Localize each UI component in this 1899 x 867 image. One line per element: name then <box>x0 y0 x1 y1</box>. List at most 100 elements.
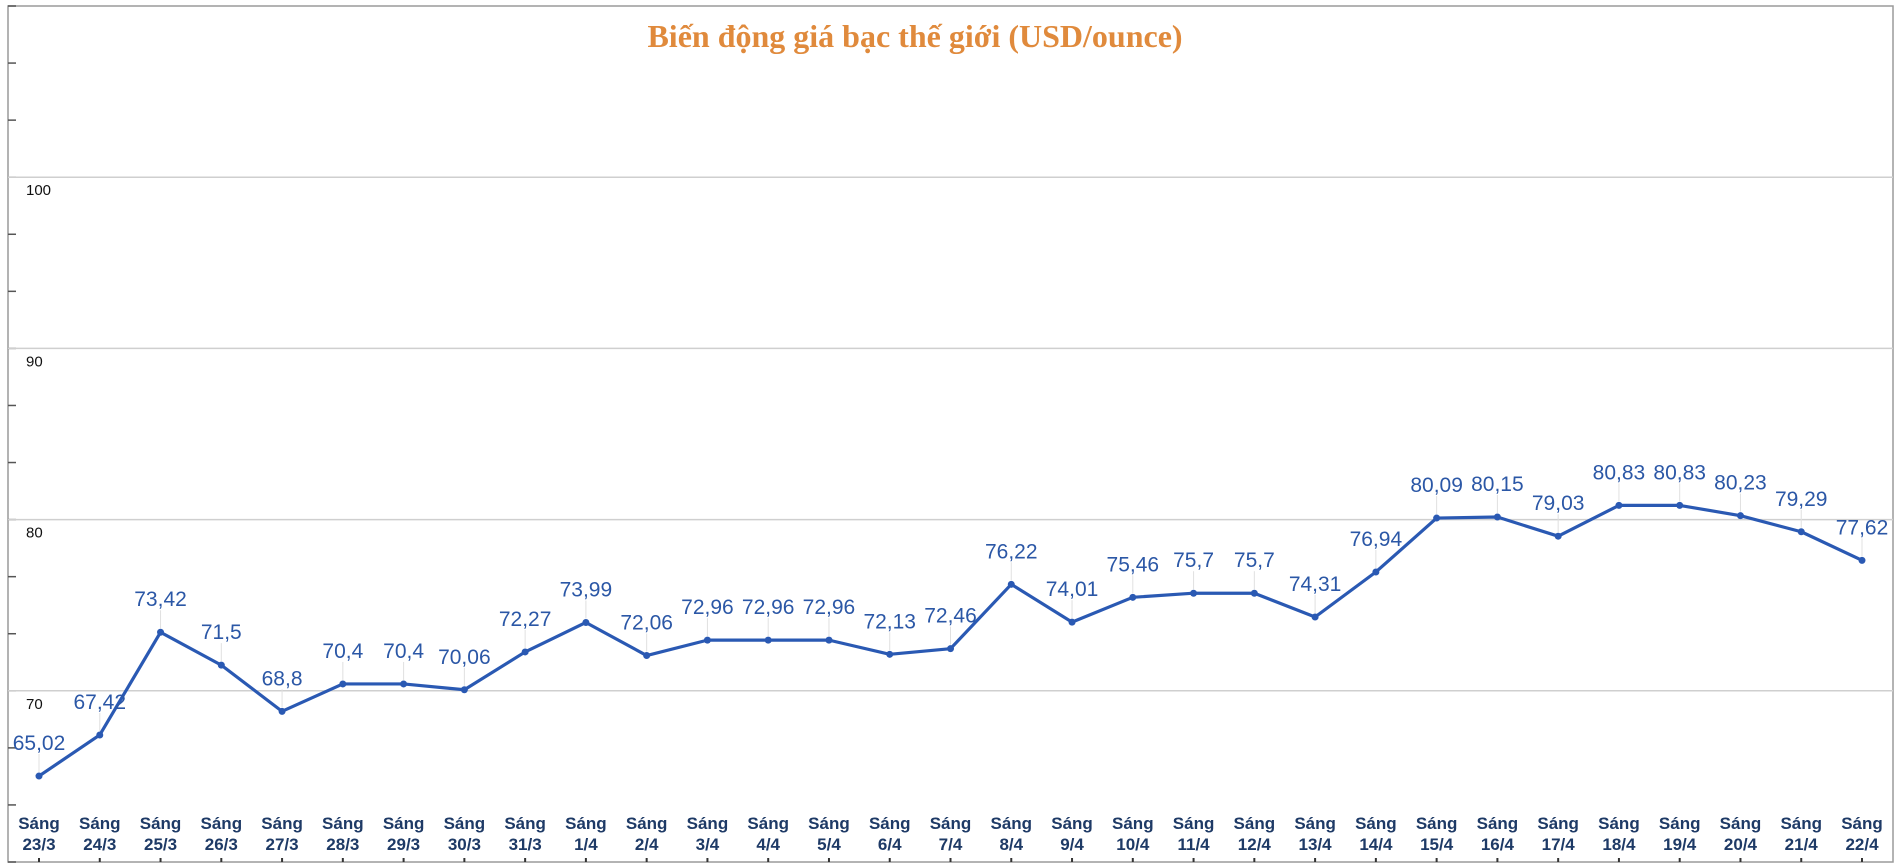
data-point <box>643 652 651 660</box>
x-tick-label-line2: 25/3 <box>144 835 177 854</box>
x-tick-label: Sáng 7/4 <box>930 814 972 854</box>
x-tick-label-line1: Sáng <box>140 814 182 833</box>
data-label: 80,09 <box>1410 474 1463 497</box>
data-point <box>1736 512 1744 520</box>
data-point <box>886 650 894 658</box>
x-tick-label-line1: Sáng <box>930 814 972 833</box>
data-point <box>1676 501 1684 509</box>
x-tick-label: Sáng 29/3 <box>383 814 425 854</box>
data-label: 71,5 <box>201 621 242 644</box>
data-label: 72,46 <box>924 605 977 628</box>
data-point <box>703 636 711 644</box>
x-tick-label-line2: 29/3 <box>387 835 420 854</box>
data-point <box>278 707 286 715</box>
x-tick-label-line1: Sáng <box>565 814 607 833</box>
data-label: 75,7 <box>1173 549 1214 572</box>
x-tick-label-line1: Sáng <box>626 814 668 833</box>
x-tick-label-line1: Sáng <box>1841 814 1883 833</box>
x-tick-label-line1: Sáng <box>261 814 303 833</box>
data-label: 75,7 <box>1234 549 1275 572</box>
x-tick-label: Sáng 11/4 <box>1173 814 1215 854</box>
data-point <box>157 628 165 636</box>
x-tick-label-line1: Sáng <box>201 814 243 833</box>
data-point <box>1250 589 1258 597</box>
data-label: 74,01 <box>1046 578 1099 601</box>
x-tick-label: Sáng 14/4 <box>1355 814 1397 854</box>
x-tick-label-line2: 24/3 <box>83 835 116 854</box>
data-point <box>96 731 104 739</box>
x-tick-label: Sáng 12/4 <box>1234 814 1276 854</box>
x-tick-label: Sáng 31/3 <box>504 814 546 854</box>
x-tick-label-line2: 12/4 <box>1238 835 1272 854</box>
data-point <box>825 636 833 644</box>
x-tick-label-line1: Sáng <box>1173 814 1215 833</box>
y-tick-label: 80 <box>26 525 43 542</box>
x-tick-label: Sáng 17/4 <box>1537 814 1579 854</box>
x-tick-label: Sáng 30/3 <box>444 814 486 854</box>
data-label: 80,83 <box>1653 461 1706 484</box>
x-tick-label: Sáng 19/4 <box>1659 814 1701 854</box>
x-tick-label: Sáng 5/4 <box>808 814 850 854</box>
x-tick-label: Sáng 15/4 <box>1416 814 1458 854</box>
x-tick-label-line2: 4/4 <box>756 835 780 854</box>
data-point <box>35 772 43 780</box>
data-point <box>460 686 468 694</box>
x-tick-label: Sáng 25/3 <box>140 814 182 854</box>
data-label: 68,8 <box>262 667 303 690</box>
x-tick-label: Sáng 27/3 <box>261 814 303 854</box>
data-label: 73,99 <box>560 578 613 601</box>
x-tick-label-line2: 5/4 <box>817 835 841 854</box>
data-label: 79,29 <box>1775 488 1828 511</box>
x-tick-label-line2: 18/4 <box>1602 835 1636 854</box>
data-label: 65,02 <box>13 732 66 755</box>
data-point <box>339 680 347 688</box>
x-tick-label-line2: 10/4 <box>1116 835 1150 854</box>
data-label: 80,23 <box>1714 472 1767 495</box>
x-tick-label: Sáng 18/4 <box>1598 814 1640 854</box>
x-tick-label-line2: 22/4 <box>1845 835 1879 854</box>
x-tick-label: Sáng 26/3 <box>201 814 243 854</box>
data-label: 70,4 <box>322 640 363 663</box>
x-tick-label-line1: Sáng <box>444 814 486 833</box>
data-point <box>1129 593 1137 601</box>
data-point <box>1433 514 1441 522</box>
x-tick-label: Sáng 8/4 <box>990 814 1032 854</box>
data-label: 72,27 <box>499 608 552 631</box>
y-tick-label: 90 <box>26 353 43 370</box>
x-tick-label: Sáng 1/4 <box>565 814 607 854</box>
x-tick-label-line2: 8/4 <box>999 835 1023 854</box>
x-tick-label-line1: Sáng <box>1780 814 1822 833</box>
data-label: 80,15 <box>1471 473 1524 496</box>
x-tick-label-line2: 6/4 <box>878 835 902 854</box>
x-tick-label-line2: 15/4 <box>1420 835 1454 854</box>
x-tick-label-line2: 13/4 <box>1299 835 1333 854</box>
data-point <box>1007 580 1015 588</box>
x-tick-label-line1: Sáng <box>79 814 121 833</box>
x-tick-label-line2: 31/3 <box>509 835 542 854</box>
x-tick-label-line2: 26/3 <box>205 835 238 854</box>
data-point <box>217 661 225 669</box>
data-label: 76,94 <box>1350 528 1403 551</box>
x-tick-label-line1: Sáng <box>1477 814 1519 833</box>
x-tick-label-line1: Sáng <box>1294 814 1336 833</box>
x-tick-label-line2: 23/3 <box>22 835 55 854</box>
data-point <box>947 645 954 653</box>
data-label: 67,42 <box>73 691 126 714</box>
data-point <box>400 680 408 688</box>
x-tick-label-line2: 7/4 <box>939 835 963 854</box>
x-tick-label-line2: 30/3 <box>448 835 481 854</box>
data-point <box>764 636 772 644</box>
x-tick-label-line2: 27/3 <box>266 835 299 854</box>
x-tick-label: Sáng 9/4 <box>1051 814 1093 854</box>
x-tick-label-line2: 14/4 <box>1359 835 1393 854</box>
x-tick-label-line1: Sáng <box>1537 814 1579 833</box>
x-tick-label: Sáng 3/4 <box>687 814 729 854</box>
x-tick-label-line1: Sáng <box>504 814 546 833</box>
x-tick-label: Sáng 10/4 <box>1112 814 1154 854</box>
data-label: 77,62 <box>1836 516 1889 539</box>
x-tick-label: Sáng 4/4 <box>747 814 789 854</box>
x-tick-label: Sáng 23/3 <box>18 814 60 854</box>
x-tick-label-line2: 28/3 <box>326 835 359 854</box>
data-point <box>1615 501 1623 509</box>
x-tick-label-line1: Sáng <box>990 814 1032 833</box>
